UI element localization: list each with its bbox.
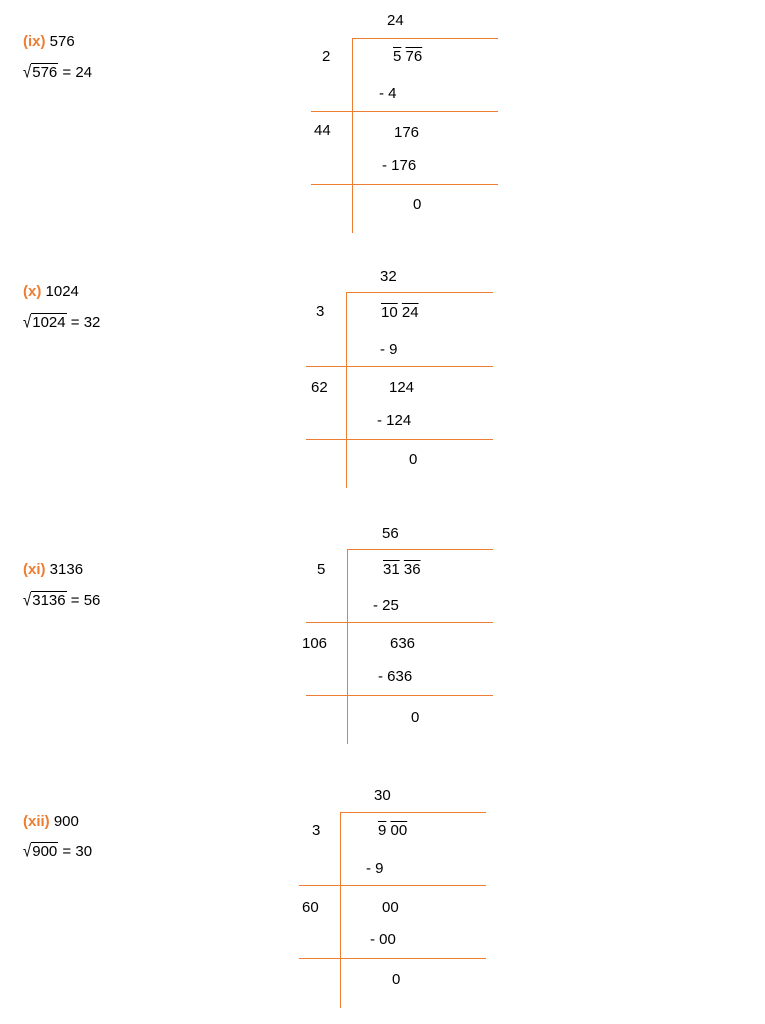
square-root-result: √1024 = 32 (23, 312, 101, 333)
problem-number: 1024 (45, 283, 79, 300)
root-equals: = 30 (58, 843, 93, 860)
roman-numeral: (ix) (23, 33, 46, 50)
radical-sign-icon: √ (23, 841, 32, 862)
roman-numeral: (xii) (23, 813, 50, 830)
division-line (306, 695, 493, 697)
radical-sign-icon: √ (23, 590, 32, 611)
division-line (299, 958, 486, 960)
square-root-result: √576 = 24 (23, 62, 93, 83)
square-root-result: √3136 = 56 (23, 590, 101, 611)
division-line (306, 439, 493, 441)
divisor: 106 (302, 635, 328, 652)
divisor: 2 (322, 48, 331, 65)
radical-sign-icon: √ (23, 312, 32, 333)
step-remainder: 124 (389, 379, 415, 396)
final-remainder: 0 (411, 709, 420, 726)
divisor: 62 (311, 379, 328, 396)
dividend-group: 24 (401, 304, 419, 321)
step-remainder: 00 (382, 899, 399, 916)
division-top-line (353, 38, 498, 40)
dividend-group: 00 (390, 822, 408, 839)
radical-sign-icon: √ (23, 62, 32, 83)
division-vertical-line (340, 812, 342, 1008)
step-subtract: - 124 (377, 412, 412, 429)
dividend: 9 00 (378, 822, 407, 840)
problem-number: 576 (49, 33, 75, 50)
problem-label: (xi) 3136 (23, 561, 83, 579)
division-vertical-line (347, 549, 349, 744)
problem-number: 3136 (49, 561, 84, 578)
division-vertical-line (352, 38, 354, 233)
quotient: 56 (382, 525, 399, 542)
dividend-group: 9 (378, 822, 387, 839)
division-line (299, 885, 486, 887)
problem-label: (xii) 900 (23, 813, 79, 831)
division-top-line (348, 549, 493, 551)
divisor: 3 (316, 303, 325, 320)
division-line (306, 366, 493, 368)
final-remainder: 0 (413, 196, 422, 213)
roman-numeral: (x) (23, 283, 42, 300)
dividend: 31 36 (383, 561, 421, 579)
radicand: 1024 (31, 313, 67, 331)
problem-label: (ix) 576 (23, 33, 75, 51)
dividend-group: 10 (381, 304, 398, 321)
divisor: 3 (312, 822, 321, 839)
division-line (306, 622, 493, 624)
dividend: 5 76 (393, 48, 422, 66)
divisor: 5 (317, 561, 326, 578)
radicand: 900 (31, 842, 59, 860)
step-subtract: - 4 (379, 85, 397, 102)
dividend: 10 24 (381, 304, 419, 322)
problem-label: (x) 1024 (23, 283, 79, 301)
step-subtract: - 176 (382, 157, 417, 174)
quotient: 32 (380, 268, 397, 285)
dividend-group: 76 (405, 48, 423, 65)
problem-number: 900 (53, 813, 79, 830)
step-remainder: 176 (394, 124, 420, 141)
step-subtract: - 00 (370, 931, 396, 948)
square-root-result: √900 = 30 (23, 841, 93, 862)
radicand: 576 (31, 63, 59, 81)
final-remainder: 0 (392, 971, 401, 988)
dividend-group: 31 (383, 561, 400, 578)
division-top-line (341, 812, 486, 814)
division-vertical-line (346, 292, 348, 488)
dividend-group: 5 (393, 48, 402, 65)
division-top-line (347, 292, 493, 294)
dividend-group: 36 (403, 561, 421, 578)
root-equals: = 56 (66, 592, 101, 609)
step-subtract: - 636 (378, 668, 413, 685)
quotient: 24 (387, 12, 404, 29)
quotient: 30 (374, 787, 391, 804)
step-subtract: - 9 (366, 860, 384, 877)
step-remainder: 636 (390, 635, 416, 652)
radicand: 3136 (31, 591, 67, 609)
root-equals: = 32 (66, 314, 101, 331)
step-subtract: - 9 (380, 341, 398, 358)
root-equals: = 24 (58, 64, 93, 81)
division-line (311, 184, 498, 186)
divisor: 60 (302, 899, 319, 916)
step-subtract: - 25 (373, 597, 399, 614)
roman-numeral: (xi) (23, 561, 46, 578)
final-remainder: 0 (409, 451, 418, 468)
divisor: 44 (314, 122, 331, 139)
division-line (311, 111, 498, 113)
